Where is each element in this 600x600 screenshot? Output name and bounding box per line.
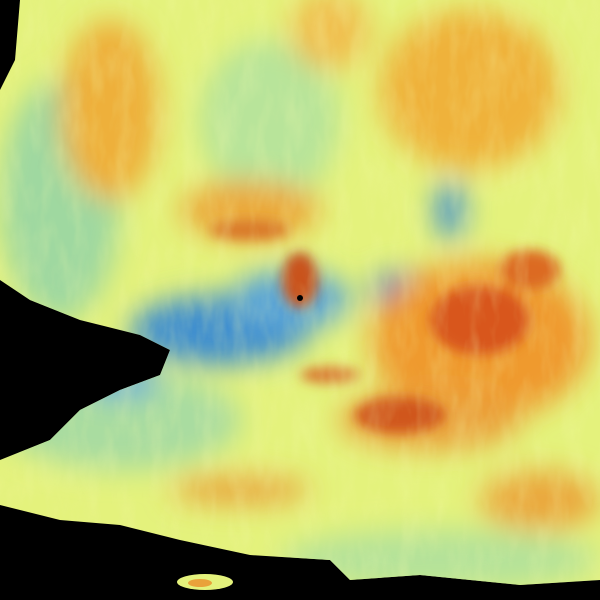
- echo-fragment: [188, 579, 212, 587]
- radar-site: [297, 295, 303, 301]
